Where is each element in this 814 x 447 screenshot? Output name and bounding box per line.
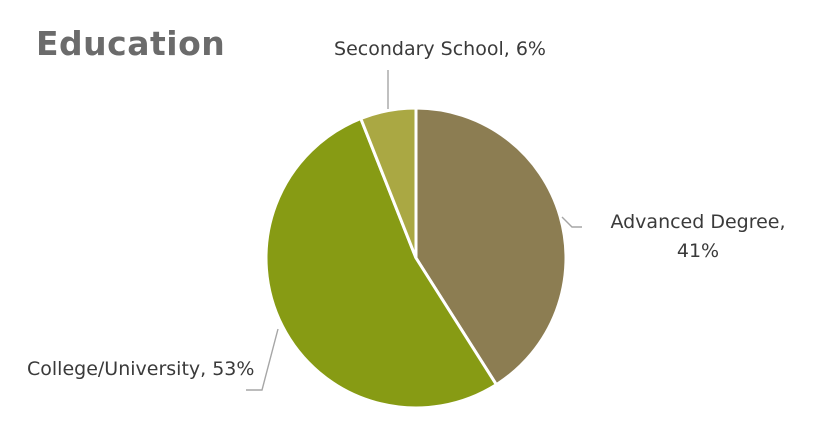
data-label-line: College/University, 53% xyxy=(27,358,254,380)
pie-slice-secondary-school xyxy=(358,106,418,259)
leader-lines xyxy=(246,70,582,391)
pie-slices xyxy=(264,106,568,410)
leader-line-advanced-degree xyxy=(561,216,582,228)
data-label-advanced-degree: Advanced Degree, 41% xyxy=(610,211,785,262)
leader-line-college-university xyxy=(246,328,279,391)
data-label-line: Advanced Degree, xyxy=(610,211,785,233)
data-label-line: Secondary School, 6% xyxy=(334,38,546,60)
data-label-secondary-school: Secondary School, 6% xyxy=(334,38,546,60)
data-label-line: 41% xyxy=(677,240,719,262)
pie-slice-college-university xyxy=(264,116,499,410)
chart-title: Education xyxy=(36,24,226,63)
data-label-college-university: College/University, 53% xyxy=(27,358,254,380)
slice-labels: Advanced Degree, 41% College/University, 5… xyxy=(27,38,786,380)
